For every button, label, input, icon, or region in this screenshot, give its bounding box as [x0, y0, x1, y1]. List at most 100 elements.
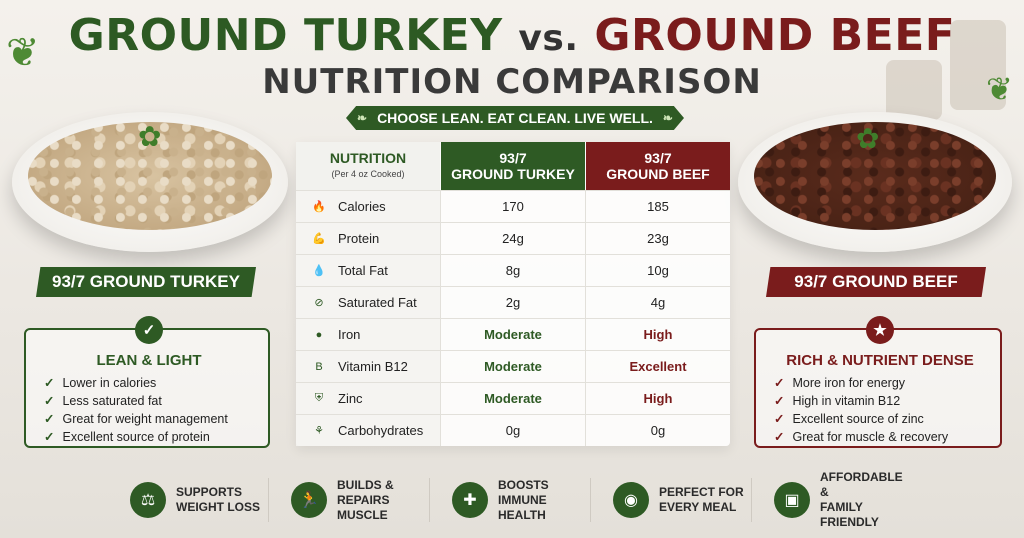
page-title: GROUND TURKEY vs. GROUND BEEF	[0, 10, 1024, 61]
list-item: ✓ Great for muscle & recovery	[774, 429, 949, 445]
list-item: ✓ More iron for energy	[774, 375, 906, 391]
beef-benefits-box: ★ RICH & NUTRIENT DENSE ✓ More iron for e…	[754, 316, 1002, 448]
features-bar: ⚖ SUPPORTS WEIGHT LOSS 🏃 BUILDS & REPAIRS…	[108, 468, 916, 532]
nutrient-name: ⚘ Carbohydrates	[296, 415, 440, 446]
checkmark-icon: ✓	[774, 430, 785, 444]
turkey-value: Moderate	[440, 351, 585, 382]
beef-ribbon: 93/7 GROUND BEEF	[766, 267, 986, 297]
plate-icon: ◉	[613, 482, 649, 518]
turkey-benefits-box: ✓ LEAN & LIGHT ✓ Lower in calories ✓ Less …	[24, 316, 270, 448]
no-fat-icon: ⊘	[314, 297, 324, 309]
table-header: NUTRITION (Per 4 oz Cooked) 93/7 GROUND …	[296, 142, 730, 190]
nutrient-name: ● Iron	[296, 319, 440, 350]
beef-value: 0g	[585, 415, 730, 446]
table-row: ⛨ Zinc Moderate High	[296, 382, 730, 414]
table-row: ⚘ Carbohydrates 0g 0g	[296, 414, 730, 446]
title-beef: GROUND BEEF	[594, 10, 956, 61]
header-turkey: 93/7 GROUND TURKEY	[441, 142, 585, 190]
page-subtitle: NUTRITION COMPARISON	[262, 62, 762, 102]
list-item: ✓ Excellent source of protein	[44, 429, 210, 445]
nutrient-name: 💧 Total Fat	[296, 255, 440, 286]
feature-item: ▣ AFFORDABLE & FAMILY FRIENDLY	[752, 470, 913, 529]
leaf-icon: ❧	[662, 111, 673, 125]
nutrient-name: 🔥 Calories	[296, 191, 440, 222]
turkey-value: Moderate	[440, 383, 585, 414]
feature-item: 🏃 BUILDS & REPAIRS MUSCLE	[269, 478, 430, 522]
scale-icon: ⚖	[130, 482, 166, 518]
tagline-banner: ❧ CHOOSE LEAN. EAT CLEAN. LIVE WELL. ❧	[346, 106, 684, 130]
nutrient-name: ⊘ Saturated Fat	[296, 287, 440, 318]
table-row: 💪 Protein 24g 23g	[296, 222, 730, 254]
feature-label: BUILDS & REPAIRS MUSCLE	[337, 477, 394, 522]
feature-item: ⚖ SUPPORTS WEIGHT LOSS	[108, 478, 269, 522]
table-body: 🔥 Calories 170 185 💪 Protein 24g 23g 💧 T…	[296, 190, 730, 446]
droplet-icon: 💧	[312, 265, 326, 277]
check-badge-icon: ✓	[135, 316, 163, 344]
herb-decoration-left: ❦	[6, 31, 40, 75]
title-turkey: GROUND TURKEY	[68, 10, 503, 61]
ground-turkey-meat	[28, 122, 272, 230]
turkey-value: 170	[440, 191, 585, 222]
feature-label: PERFECT FOR EVERY MEAL	[659, 485, 744, 514]
nutrient-name: 💪 Protein	[296, 223, 440, 254]
turkey-ribbon: 93/7 GROUND TURKEY	[36, 267, 256, 297]
table-row: 💧 Total Fat 8g 10g	[296, 254, 730, 286]
parsley-icon: ✿	[856, 123, 880, 154]
b12-icon: B	[315, 360, 323, 373]
beef-value: 10g	[585, 255, 730, 286]
star-badge-icon: ★	[866, 316, 894, 344]
table-row: B Vitamin B12 Moderate Excellent	[296, 350, 730, 382]
feature-item: ✚ BOOSTS IMMUNE HEALTH	[430, 478, 591, 522]
list-item: ✓ Great for weight management	[44, 411, 228, 427]
table-row: 🔥 Calories 170 185	[296, 190, 730, 222]
iron-icon: ●	[315, 328, 323, 341]
wheat-icon: ⚘	[314, 425, 324, 437]
nutrient-name: B Vitamin B12	[296, 351, 440, 382]
checkmark-icon: ✓	[44, 394, 55, 408]
turkey-value: Moderate	[440, 319, 585, 350]
checkmark-icon: ✓	[44, 430, 55, 444]
header-beef: 93/7 GROUND BEEF	[586, 142, 730, 190]
turkey-value: 24g	[440, 223, 585, 254]
jar-decoration	[886, 60, 942, 120]
tagline-text: CHOOSE LEAN. EAT CLEAN. LIVE WELL.	[377, 110, 653, 126]
herb-decoration-right: ❦	[986, 71, 1013, 107]
runner-icon: 🏃	[291, 482, 327, 518]
turkey-benefit-title: LEAN & LIGHT	[96, 352, 202, 369]
parsley-icon: ✿	[138, 121, 162, 152]
turkey-value: 2g	[440, 287, 585, 318]
ground-beef-meat	[754, 122, 996, 230]
feature-label: SUPPORTS WEIGHT LOSS	[176, 485, 260, 514]
shield-plus-icon: ✚	[452, 482, 488, 518]
beef-value: 4g	[585, 287, 730, 318]
beef-benefit-title: RICH & NUTRIENT DENSE	[786, 352, 974, 369]
checkmark-icon: ✓	[774, 412, 785, 426]
title-vs: vs.	[518, 18, 579, 59]
flame-icon: 🔥	[312, 201, 326, 213]
turkey-bowl-image: ✿	[12, 112, 288, 252]
checkmark-icon: ✓	[774, 376, 785, 390]
beef-value: Excellent	[585, 351, 730, 382]
beef-value: High	[585, 319, 730, 350]
nutrition-table: NUTRITION (Per 4 oz Cooked) 93/7 GROUND …	[296, 142, 730, 446]
checkmark-icon: ✓	[774, 394, 785, 408]
list-item: ✓ Excellent source of zinc	[774, 411, 924, 427]
checkmark-icon: ✓	[44, 412, 55, 426]
nutrient-name: ⛨ Zinc	[296, 383, 440, 414]
muscle-icon: 💪	[312, 233, 326, 245]
beef-value: 23g	[585, 223, 730, 254]
wallet-icon: ▣	[774, 482, 810, 518]
checkmark-icon: ✓	[44, 376, 55, 390]
feature-item: ◉ PERFECT FOR EVERY MEAL	[591, 478, 752, 522]
shield-icon: ⛨	[314, 392, 324, 404]
table-row: ⊘ Saturated Fat 2g 4g	[296, 286, 730, 318]
feature-label: AFFORDABLE & FAMILY FRIENDLY	[820, 470, 903, 529]
feature-label: BOOSTS IMMUNE HEALTH	[498, 477, 549, 522]
jar-decoration	[950, 20, 1006, 110]
beef-bowl-image: ✿	[738, 112, 1012, 252]
turkey-value: 8g	[440, 255, 585, 286]
list-item: ✓ Less saturated fat	[44, 393, 162, 409]
table-row: ● Iron Moderate High	[296, 318, 730, 350]
beef-value: High	[585, 383, 730, 414]
list-item: ✓ High in vitamin B12	[774, 393, 901, 409]
